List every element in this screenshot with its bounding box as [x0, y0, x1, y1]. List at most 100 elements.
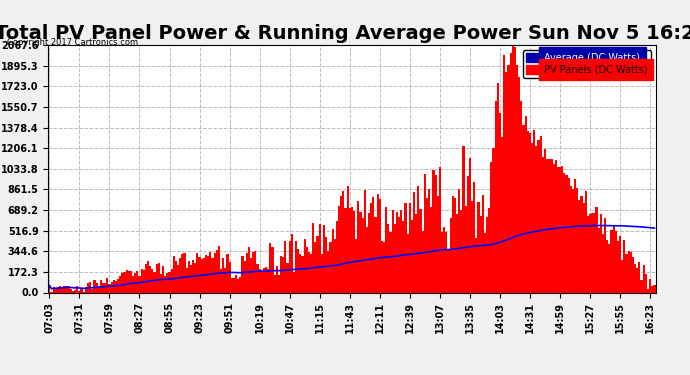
Bar	[563, 173, 565, 292]
Bar	[447, 250, 449, 292]
Bar	[613, 226, 615, 292]
Bar	[480, 216, 482, 292]
Bar	[235, 275, 237, 292]
Bar	[533, 130, 535, 292]
Bar	[98, 286, 100, 292]
Bar	[170, 270, 172, 292]
Bar	[267, 269, 269, 292]
Bar	[197, 253, 199, 292]
Bar	[406, 234, 408, 292]
Bar	[456, 213, 458, 292]
Bar	[375, 217, 377, 292]
Bar	[411, 220, 413, 292]
Bar	[74, 290, 76, 292]
Bar	[297, 249, 299, 292]
Bar	[66, 286, 68, 292]
Bar	[89, 282, 91, 292]
Bar	[72, 291, 74, 292]
Bar	[591, 213, 593, 292]
Bar	[437, 196, 439, 292]
Bar	[286, 263, 288, 292]
Bar	[486, 217, 488, 292]
Bar	[413, 192, 415, 292]
Bar	[188, 261, 190, 292]
Bar	[299, 254, 302, 292]
Bar	[549, 159, 551, 292]
Bar	[602, 234, 604, 292]
Bar	[593, 213, 595, 292]
Bar	[184, 253, 186, 292]
Bar	[443, 226, 445, 292]
Bar	[246, 253, 248, 292]
Bar	[151, 268, 153, 292]
Bar	[87, 283, 89, 292]
Bar	[402, 220, 404, 292]
Bar	[224, 268, 226, 292]
Bar	[426, 198, 428, 292]
Bar	[520, 101, 522, 292]
Bar	[408, 203, 411, 292]
Bar	[119, 276, 121, 292]
Bar	[484, 233, 486, 292]
Bar	[471, 201, 473, 292]
Bar	[315, 242, 317, 292]
Bar	[514, 47, 516, 292]
Bar	[237, 279, 239, 292]
Bar	[220, 269, 222, 292]
Bar	[628, 252, 630, 292]
Bar	[495, 101, 497, 292]
Bar	[312, 223, 315, 292]
Bar	[93, 280, 95, 292]
Bar	[106, 278, 108, 292]
Bar	[538, 140, 540, 292]
Bar	[117, 279, 119, 292]
Bar	[452, 196, 454, 292]
Bar	[385, 207, 387, 292]
Bar	[63, 286, 66, 292]
Bar	[57, 287, 59, 292]
Bar	[205, 255, 207, 292]
Bar	[329, 242, 331, 292]
Bar	[162, 266, 164, 292]
Bar	[638, 262, 640, 292]
Bar	[269, 243, 271, 292]
Bar	[323, 225, 325, 292]
Bar	[207, 256, 209, 292]
Bar	[334, 239, 336, 292]
Bar	[288, 241, 290, 292]
Bar	[100, 280, 102, 292]
Bar	[141, 269, 143, 292]
Bar	[398, 217, 400, 292]
Bar	[241, 256, 244, 292]
Bar	[181, 254, 184, 292]
Bar	[454, 198, 456, 292]
Bar	[164, 276, 166, 292]
Bar	[377, 194, 379, 292]
Bar	[348, 208, 351, 292]
Bar	[445, 232, 447, 292]
Bar	[634, 264, 636, 292]
Bar	[282, 256, 284, 292]
Bar	[79, 291, 81, 292]
Bar	[134, 273, 136, 292]
Bar	[464, 206, 466, 292]
Bar	[222, 258, 224, 292]
Title: Total PV Panel Power & Running Average Power Sun Nov 5 16:25: Total PV Panel Power & Running Average P…	[0, 24, 690, 44]
Bar	[441, 232, 443, 292]
Bar	[428, 189, 430, 292]
Bar	[145, 264, 147, 292]
Bar	[81, 290, 83, 292]
Legend: Average (DC Watts), PV Panels (DC Watts): Average (DC Watts), PV Panels (DC Watts)	[523, 50, 651, 78]
Bar	[121, 273, 124, 292]
Bar	[420, 209, 422, 292]
Bar	[404, 203, 406, 292]
Bar	[166, 273, 168, 292]
Bar	[59, 285, 61, 292]
Bar	[482, 195, 484, 292]
Bar	[574, 178, 576, 292]
Bar	[424, 174, 426, 292]
Bar	[306, 247, 308, 292]
Bar	[619, 236, 621, 292]
Bar	[104, 284, 106, 292]
Bar	[61, 288, 63, 292]
